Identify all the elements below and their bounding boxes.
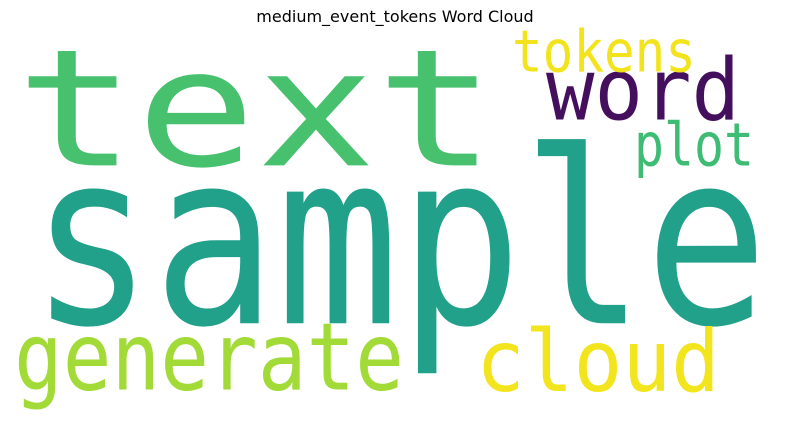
cloud-word-plot: plot xyxy=(634,110,754,179)
cloud-word-tokens: tokens xyxy=(512,17,696,85)
cloud-word-generate: generate xyxy=(14,303,404,412)
cloud-word-word: word xyxy=(546,40,740,140)
chart-title: medium_event_tokens Word Cloud xyxy=(256,7,534,26)
cloud-word-cloud: cloud xyxy=(476,311,720,412)
cloud-word-text: text xyxy=(16,14,496,204)
cloud-word-sample: sample xyxy=(30,100,768,380)
